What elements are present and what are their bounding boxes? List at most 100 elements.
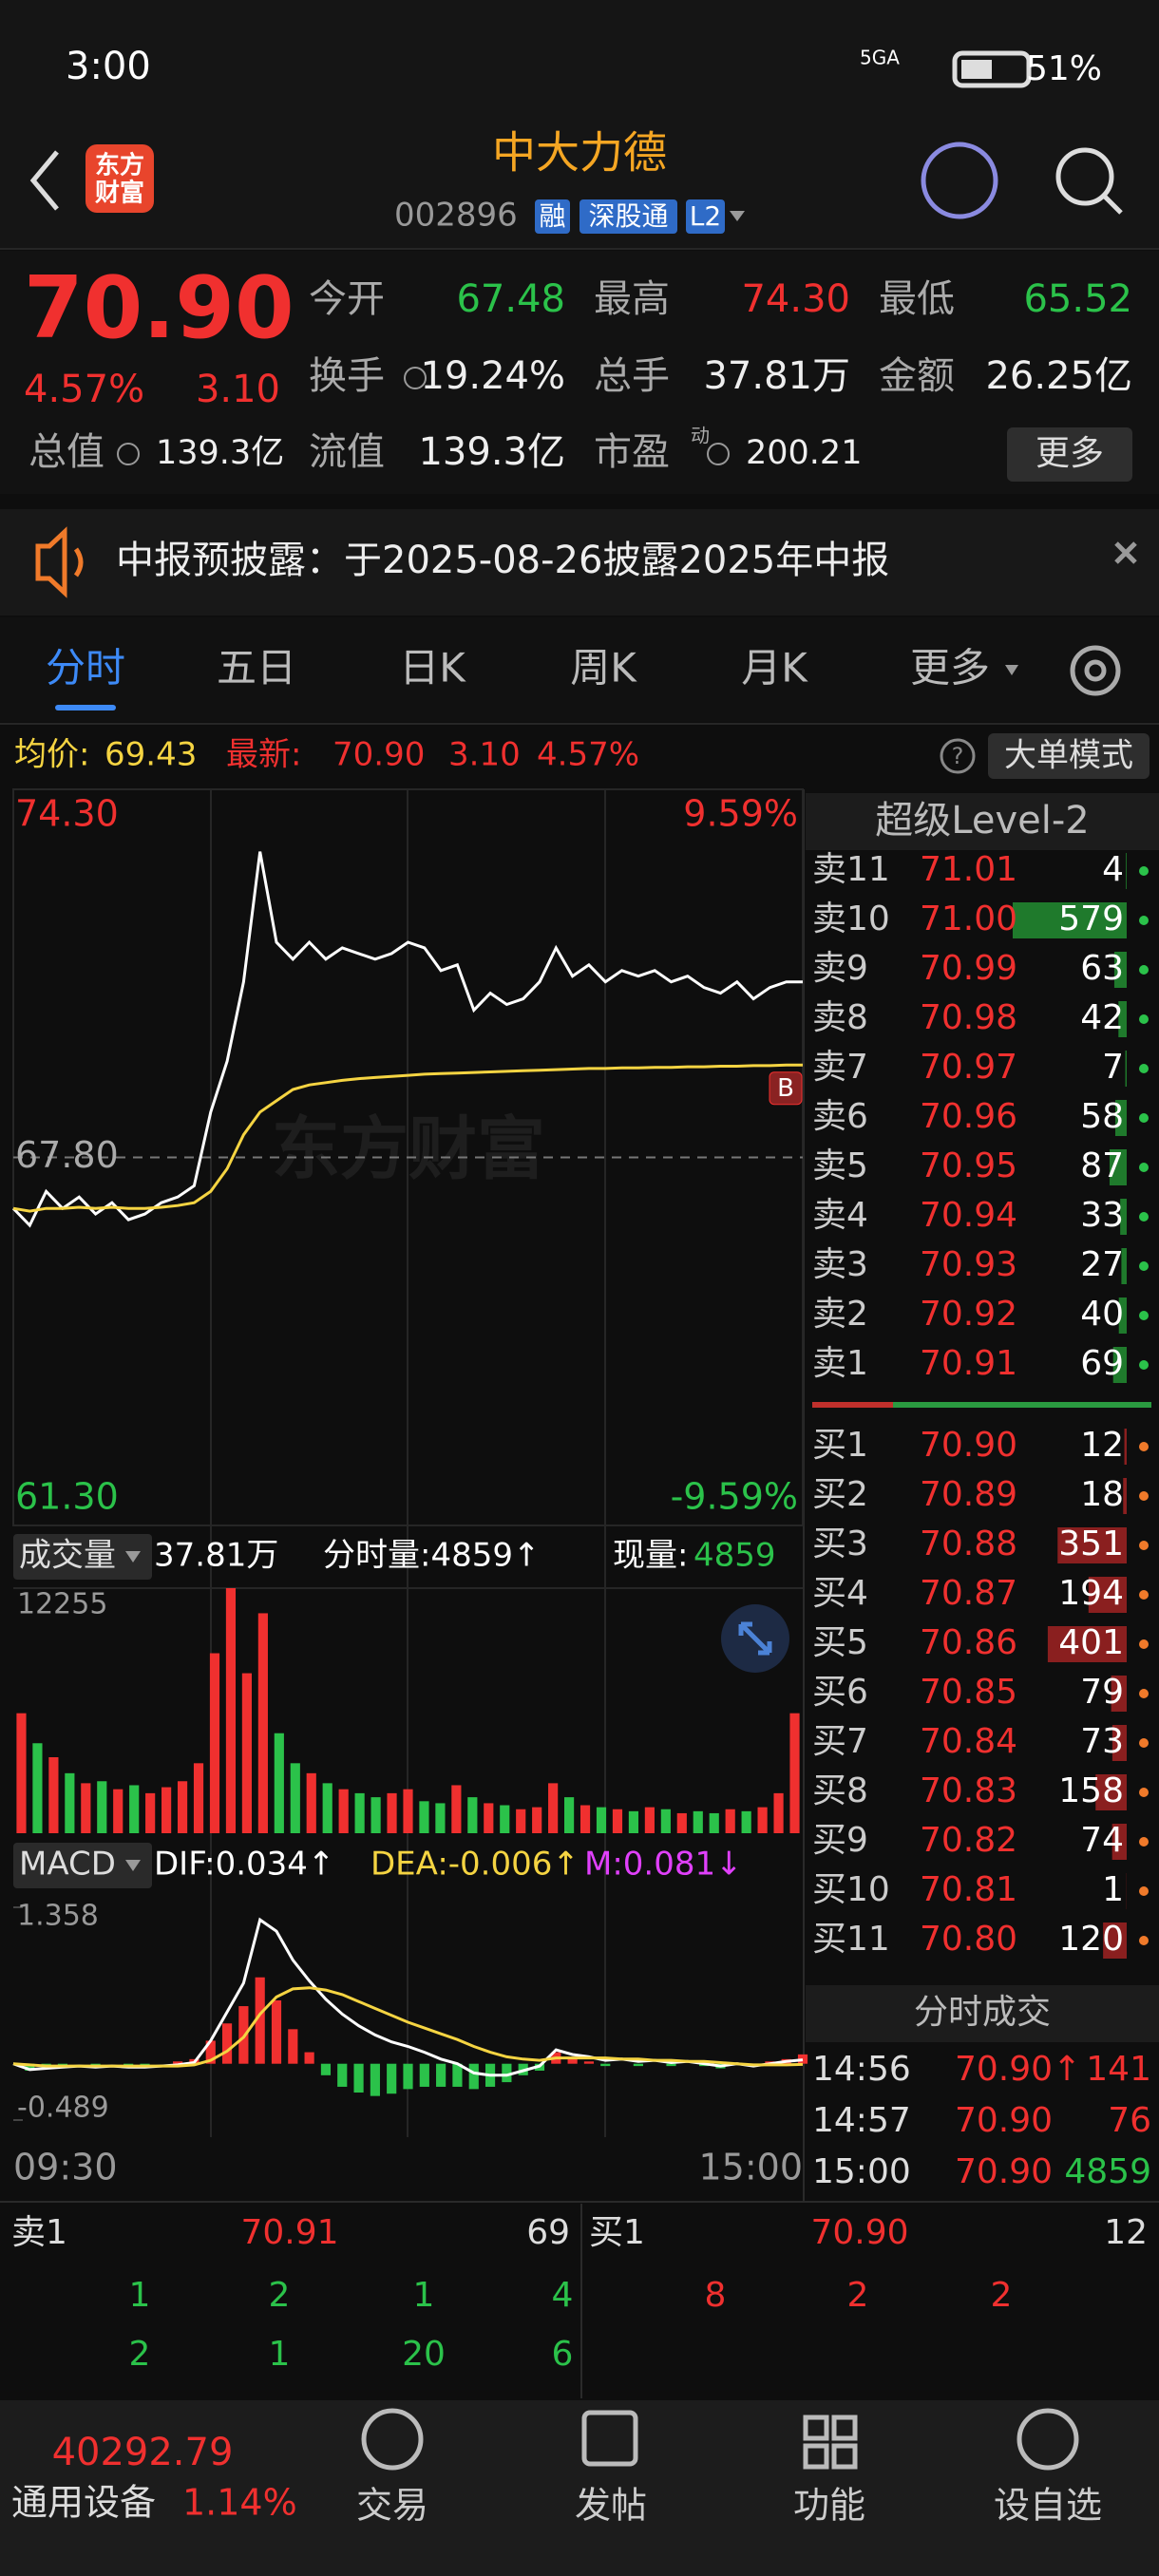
nav-item[interactable]: 设自选 — [994, 2485, 1102, 2527]
settings-button[interactable] — [1070, 645, 1121, 696]
help-text: ? — [952, 743, 964, 769]
stat-label: 流值 — [309, 430, 385, 474]
book-price: 70.93 — [920, 1245, 1017, 1284]
qty-bar — [1047, 1626, 1127, 1662]
volume-bar — [370, 1797, 381, 1833]
volume-bar — [725, 1809, 735, 1833]
book-qty: 79 — [1080, 1673, 1124, 1712]
trade-icon[interactable] — [361, 2408, 424, 2471]
book-price: 70.84 — [920, 1722, 1017, 1761]
book-label: 卖1 — [11, 2213, 67, 2252]
search-button[interactable] — [1055, 147, 1114, 206]
book-price: 70.91 — [240, 2213, 338, 2252]
stat-label: 总值 — [28, 430, 104, 474]
book-price: 70.88 — [920, 1525, 1017, 1563]
stat-value: 37.81万 — [703, 354, 850, 398]
badge-text: 融 — [539, 200, 565, 232]
tab: 日K — [399, 645, 466, 691]
func-icon[interactable] — [803, 2415, 829, 2441]
macd-bar — [370, 2063, 380, 2096]
volume-bar — [290, 1763, 300, 1833]
volume-bar — [596, 1807, 607, 1833]
book-label: 卖3 — [812, 1245, 868, 1284]
sector-name: 通用设备 — [11, 2482, 156, 2524]
queue-item: 2 — [129, 2335, 151, 2374]
volume-bar — [419, 1801, 429, 1833]
search-handle — [1102, 194, 1123, 215]
queue-item: 1 — [129, 2276, 151, 2315]
sector-change: 1.14% — [182, 2482, 297, 2524]
robot-icon[interactable] — [921, 142, 998, 219]
book-label: 卖8 — [812, 998, 868, 1037]
level2-bg — [806, 793, 1159, 850]
big-order-button[interactable] — [988, 733, 1150, 779]
close-notice[interactable] — [1114, 541, 1137, 564]
legend-item: M:0.081↓ — [584, 1846, 743, 1884]
more-button-text: 更多 — [1036, 434, 1104, 473]
book-price: 70.97 — [920, 1048, 1017, 1087]
stat-label: 换手 — [309, 354, 385, 398]
nav-item[interactable]: 功能 — [793, 2485, 865, 2527]
row-dot — [1139, 1212, 1149, 1222]
book-qty: 40 — [1080, 1295, 1124, 1334]
queue-item: 20 — [402, 2335, 446, 2374]
book-qty: 12 — [1080, 1426, 1124, 1465]
volume-bar — [113, 1789, 124, 1833]
row-dot — [1139, 1886, 1149, 1896]
last-price: 70.90 — [24, 258, 294, 358]
post-icon[interactable] — [581, 2410, 638, 2467]
book-label: 买4 — [812, 1574, 868, 1613]
book-label: 卖7 — [812, 1048, 868, 1087]
nav-item[interactable]: 发帖 — [575, 2485, 647, 2527]
legend-item: DIF:0.034↑ — [154, 1846, 334, 1884]
watchlist-icon[interactable] — [1016, 2408, 1079, 2471]
expand-arrows — [738, 1621, 772, 1656]
last-value: 70.90 — [332, 736, 425, 774]
trade-price: 70.90↑ — [955, 2050, 1081, 2089]
more-button[interactable] — [1007, 427, 1132, 482]
volume-bar — [580, 1805, 591, 1833]
macd-bar — [353, 2063, 364, 2093]
macd-bar — [436, 2063, 446, 2087]
book-price: 70.98 — [920, 998, 1017, 1037]
volume-bar — [81, 1783, 91, 1833]
tab-underline — [55, 705, 116, 710]
macd-bar — [468, 2063, 479, 2090]
macd-selector[interactable] — [13, 1843, 152, 1888]
qty-bar — [1121, 1248, 1127, 1284]
volume-selector[interactable] — [13, 1534, 152, 1580]
tab: 五日 — [217, 645, 296, 691]
badge-text: 深股通 — [588, 200, 668, 232]
battery-icon — [952, 50, 1032, 88]
book-price: 70.83 — [920, 1771, 1017, 1810]
settings-core — [1084, 659, 1107, 682]
volume-bar — [435, 1803, 446, 1833]
queue-item: 2 — [269, 2276, 291, 2315]
nav-item[interactable]: 交易 — [356, 2485, 428, 2527]
qty-bar — [1113, 952, 1127, 988]
book-qty: 33 — [1080, 1196, 1124, 1235]
avg-label: 均价: — [14, 736, 89, 774]
volume-bar — [354, 1792, 365, 1833]
qty-bar — [1112, 1347, 1127, 1383]
help-icon[interactable] — [940, 738, 976, 774]
pct-label: -9.59% — [671, 1476, 798, 1518]
volume-bar — [741, 1810, 751, 1833]
stat-label: 最低 — [879, 277, 955, 321]
qty-bar — [1125, 1051, 1127, 1087]
back-button[interactable] — [29, 150, 59, 211]
volume-bar — [145, 1792, 156, 1833]
queue-item: 6 — [552, 2335, 574, 2374]
trade-qty: 76 — [1108, 2101, 1151, 2140]
stat-value: 26.25亿 — [985, 354, 1132, 398]
macd-bar — [567, 2056, 578, 2064]
book-label: 买3 — [812, 1525, 868, 1563]
book-label: 卖5 — [812, 1146, 868, 1185]
info-icon — [404, 367, 427, 389]
book-label: 买11 — [812, 1920, 890, 1959]
book-qty: 73 — [1080, 1722, 1124, 1761]
volume-bar — [338, 1789, 349, 1833]
change-pct: 4.57% — [24, 368, 144, 411]
volume-bar — [16, 1713, 27, 1833]
